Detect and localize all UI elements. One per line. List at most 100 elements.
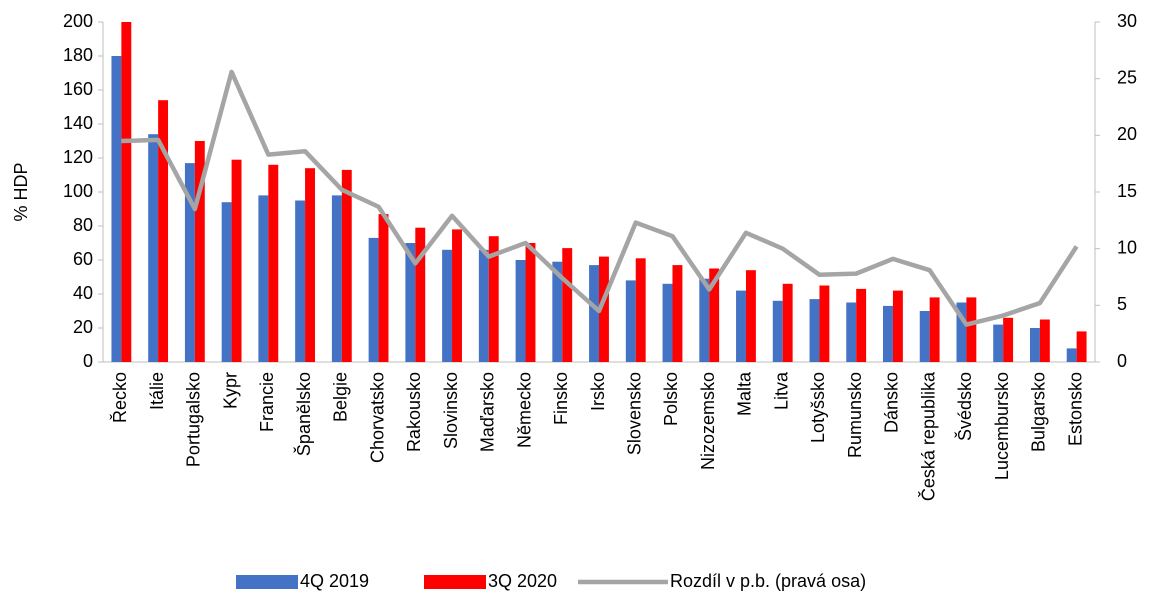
bar <box>635 258 646 362</box>
x-tick-label: Švédsko <box>954 372 975 441</box>
bar <box>488 236 499 362</box>
bar <box>1066 348 1077 362</box>
bar <box>552 261 563 362</box>
bar <box>589 265 599 362</box>
bar <box>846 302 857 362</box>
x-tick-label: Malta <box>735 371 755 416</box>
bar <box>158 100 169 362</box>
y-tick-label: 20 <box>73 317 93 337</box>
y-axis-label: % HDP <box>11 162 31 221</box>
bar <box>672 265 683 362</box>
y-tick-label: 200 <box>63 11 93 31</box>
bar <box>258 195 269 362</box>
bar <box>231 159 242 362</box>
x-tick-label: Francie <box>257 372 277 432</box>
bar <box>736 290 746 362</box>
y-tick-label: 180 <box>63 45 93 65</box>
bar <box>515 260 526 362</box>
bar <box>478 249 489 362</box>
bar <box>809 299 820 362</box>
x-tick-label: Slovinsko <box>441 372 461 449</box>
legend-label: 3Q 2020 <box>488 571 557 591</box>
x-tick-label: Bulgarsko <box>1029 372 1049 452</box>
bar <box>194 141 205 362</box>
x-tick-label: Itálie <box>147 372 167 410</box>
bar <box>268 164 279 362</box>
bar <box>341 169 352 362</box>
bar <box>599 256 609 362</box>
bar <box>111 56 122 362</box>
y-tick-label: 100 <box>63 181 93 201</box>
bar <box>1029 328 1040 362</box>
bar <box>1039 319 1050 362</box>
y-tick-label: 120 <box>63 147 93 167</box>
bar <box>331 195 342 362</box>
x-tick-label: Litva <box>771 371 791 410</box>
bar <box>993 324 1004 362</box>
x-tick-label: Estonsko <box>1065 372 1085 446</box>
bar <box>745 270 756 362</box>
bar <box>184 163 195 362</box>
x-tick-label: Lucembursko <box>992 372 1012 480</box>
bar <box>1076 331 1087 362</box>
bar <box>856 288 867 362</box>
bar <box>525 243 536 362</box>
y2-tick-label: 10 <box>1117 237 1137 257</box>
y2-tick-label: 20 <box>1117 124 1137 144</box>
y-tick-label: 40 <box>73 283 93 303</box>
x-tick-label: Belgie <box>331 372 351 422</box>
bar <box>662 283 673 362</box>
bar <box>929 297 940 362</box>
y-tick-label: 60 <box>73 249 93 269</box>
bar <box>305 168 315 362</box>
bar <box>625 280 636 362</box>
y-tick-label: 80 <box>73 215 93 235</box>
x-tick-label: Německo <box>514 372 534 448</box>
x-tick-label: Dánsko <box>882 372 902 433</box>
bar <box>405 243 416 362</box>
x-tick-label: Irsko <box>588 372 608 411</box>
bar <box>782 283 793 362</box>
bar <box>452 229 462 362</box>
y2-tick-label: 0 <box>1117 351 1127 371</box>
x-tick-label: Rakousko <box>404 372 424 452</box>
x-tick-label: Rumunsko <box>845 372 865 458</box>
bar <box>295 200 306 362</box>
bar <box>562 248 573 362</box>
x-tick-label: Portugalsko <box>184 372 204 467</box>
legend-swatch <box>236 575 298 589</box>
x-tick-label: Slovensko <box>624 372 644 455</box>
x-tick-label: Lotyšsko <box>808 372 828 443</box>
x-tick-label: Španělsko <box>293 372 314 456</box>
bar <box>892 290 903 362</box>
bar <box>1003 317 1014 362</box>
x-tick-label: Kypr <box>220 372 240 409</box>
x-tick-label: Nizozemsko <box>698 372 718 470</box>
bar <box>415 227 426 362</box>
y2-tick-label: 25 <box>1117 67 1137 87</box>
y-tick-label: 0 <box>83 351 93 371</box>
bar <box>772 300 783 362</box>
legend-label: 4Q 2019 <box>300 571 369 591</box>
bar <box>966 297 977 362</box>
x-tick-label: Chorvatsko <box>367 372 387 463</box>
y2-tick-label: 15 <box>1117 181 1137 201</box>
y-tick-label: 160 <box>63 79 93 99</box>
x-tick-label: Finsko <box>551 372 571 425</box>
x-tick-label: Maďarsko <box>478 372 498 452</box>
bar <box>368 237 379 362</box>
bar <box>699 278 710 362</box>
x-tick-label: Polsko <box>661 372 681 426</box>
bar <box>442 249 453 362</box>
legend-swatch <box>424 575 486 589</box>
bar <box>819 285 830 362</box>
x-tick-label: Řecko <box>110 372 130 423</box>
line <box>121 69 1079 327</box>
bar <box>956 302 967 362</box>
bar <box>121 22 132 362</box>
bar <box>221 202 232 362</box>
bar <box>709 268 720 362</box>
bar <box>148 134 159 362</box>
legend-label: Rozdíl v p.b. (pravá osa) <box>670 571 866 591</box>
